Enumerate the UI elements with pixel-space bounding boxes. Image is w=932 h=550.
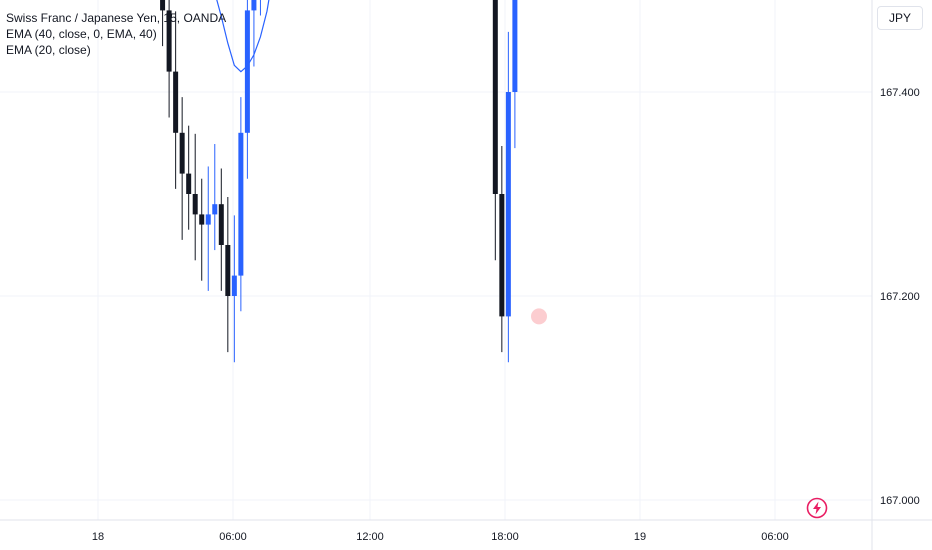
currency-button[interactable]: JPY [877,6,923,30]
candle-body [251,0,257,11]
x-tick-label: 18 [92,531,104,543]
candle-body [505,92,511,317]
candle-body [499,194,505,317]
lightning-icon[interactable] [806,497,828,519]
x-tick-label: 18:00 [491,531,519,543]
y-tick-label: 167.400 [880,87,920,99]
candle-body [512,0,518,93]
chart-legend: Swiss Franc / Japanese Yen, 15, OANDA EM… [6,10,226,58]
y-tick-label: 167.200 [880,291,920,303]
low-marker [531,308,547,325]
candle-body [244,10,250,133]
candle-body [179,132,185,174]
ema20-legend: EMA (20, close) [6,43,91,57]
candle-body [192,194,198,215]
candle-body [199,214,205,225]
candle-body [205,214,211,225]
y-tick-label: 167.000 [880,495,920,507]
candle-body [212,204,218,215]
candle-body [492,0,498,195]
candle-body [173,71,179,133]
ema40-legend: EMA (40, close, 0, EMA, 40) [6,27,157,41]
candle-body [186,173,192,194]
x-tick-label: 06:00 [761,531,789,543]
symbol-title: Swiss Franc / Japanese Yen, 15, OANDA [6,11,227,25]
x-tick-label: 19 [634,531,646,543]
candle-body [231,275,237,296]
candle-body [225,245,231,296]
x-tick-label: 06:00 [219,531,247,543]
candle-body [160,0,166,11]
candle-body [238,132,244,276]
candle-body [166,10,172,72]
candle-body [218,204,224,245]
x-tick-label: 12:00 [356,531,384,543]
